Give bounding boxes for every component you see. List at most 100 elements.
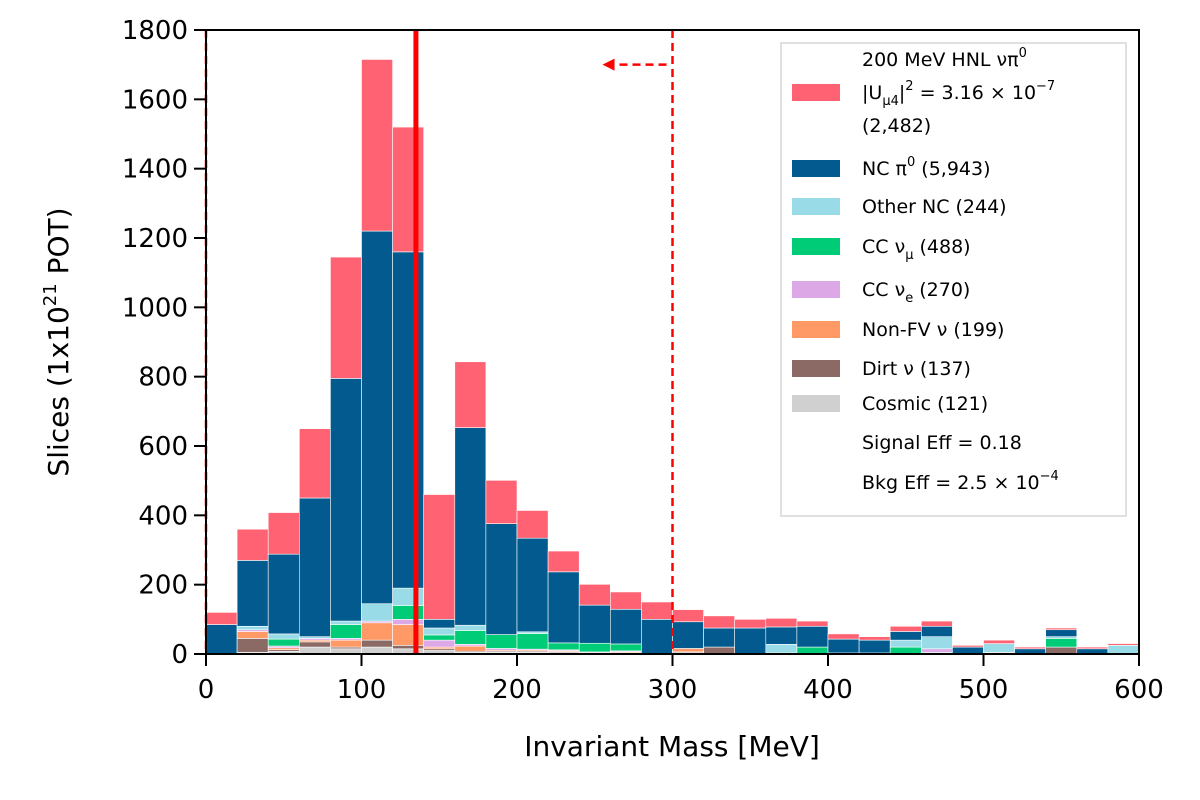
bar-ncpi0-bin-14 [641, 619, 673, 655]
bar-ncpi0-bin-10 [516, 537, 549, 633]
bar-signal-bin-17 [734, 619, 767, 629]
legend-swatch-cce [792, 281, 840, 298]
bar-cosmic-bin-5 [361, 646, 393, 655]
bar-signal-bin-11 [547, 550, 580, 573]
bar-ncpi0-bin-17 [734, 627, 767, 655]
bar-nonfv-bin-5 [361, 622, 393, 641]
bar-signal-bin-27 [1045, 627, 1078, 631]
bar-ncpi0-bin-8 [454, 427, 487, 626]
legend-swatch-cosmic [792, 395, 840, 412]
y-axis-label-end: POT) [42, 207, 75, 283]
bar-dirt-bin-6 [392, 645, 425, 650]
bar-othernc-bin-18 [765, 643, 798, 654]
bar-ncpi0-bin-9 [485, 523, 518, 635]
bar-signal-bin-7 [423, 494, 456, 620]
bar-ccmu-bin-2 [267, 638, 300, 647]
bar-signal-bin-15 [672, 609, 704, 623]
bar-ncpi0-bin-3 [298, 497, 331, 637]
bar-ncpi0-bin-21 [858, 639, 891, 654]
legend-label-signal-1: |Uμ4|2 = 3.16 × 10−7 [862, 79, 1055, 109]
bar-signal-bin-4 [330, 256, 362, 379]
legend-label-dirt-0: Dirt ν (137) [862, 358, 971, 380]
bar-ncpi0-bin-12 [578, 604, 611, 644]
legend-label-othernc-0: Other NC (244) [862, 196, 1007, 218]
y-axis-label-sup: 21 [40, 283, 61, 306]
x-axis-ticks: 0 100 200 300 400 500 600 [198, 654, 1164, 705]
bar-ncpi0-bin-19 [796, 625, 829, 648]
legend-label-ccmu-0: CC νμ (488) [862, 236, 971, 263]
bar-ncpi0-bin-18 [765, 626, 798, 645]
bar-dirt-bin-16 [703, 646, 735, 655]
legend-label-cosmic-0: Cosmic (121) [862, 393, 988, 415]
bar-ncpi0-bin-4 [330, 378, 362, 622]
y-tick-label-200: 200 [138, 571, 188, 601]
selection-arrow [602, 58, 667, 71]
x-axis-label: Invariant Mass [MeV] [524, 730, 820, 763]
bar-cosmic-bin-3 [298, 646, 331, 655]
bar-signal-bin-8 [454, 361, 487, 428]
bar-ncpi0-bin-15 [672, 621, 704, 649]
bar-ncpi0-bin-11 [547, 571, 580, 644]
legend-swatch-ccmu [792, 238, 840, 255]
bar-othernc-bin-5 [361, 603, 393, 622]
bar-signal-bin-19 [796, 620, 829, 627]
legend-swatch-ncpi0 [792, 160, 840, 177]
bar-signal-bin-5 [361, 59, 393, 232]
y-tick-label-1600: 1600 [122, 85, 188, 115]
bar-othernc-bin-22 [889, 639, 922, 648]
bar-cce-bin-6 [392, 619, 425, 625]
x-tick-label-100: 100 [337, 675, 387, 705]
bar-othernc-bin-29 [1107, 645, 1140, 655]
bar-signal-bin-26 [1014, 646, 1046, 650]
bar-signal-bin-21 [858, 636, 891, 641]
bar-signal-bin-29 [1107, 643, 1140, 646]
bar-ccmu-bin-8 [454, 630, 487, 645]
bar-signal-bin-16 [703, 615, 735, 629]
bar-othernc-bin-23 [920, 636, 953, 650]
y-tick-label-1000: 1000 [122, 293, 188, 323]
bar-signal-bin-9 [485, 480, 518, 524]
bar-nonfv-bin-15 [672, 648, 704, 653]
bar-ccmu-bin-12 [578, 642, 611, 653]
y-tick-label-400: 400 [138, 501, 188, 531]
y-tick-label-1800: 1800 [122, 16, 188, 46]
bar-nonfv-bin-6 [392, 624, 425, 646]
y-tick-label-1200: 1200 [122, 224, 188, 254]
bar-nonfv-bin-1 [236, 631, 269, 639]
bar-othernc-bin-8 [454, 624, 487, 631]
bar-othernc-bin-7 [423, 627, 456, 636]
bar-ncpi0-bin-24 [952, 646, 984, 655]
bar-signal-bin-12 [578, 584, 611, 606]
legend-label-ncpi0-0: NC π0 (5,943) [862, 155, 991, 180]
bar-othernc-bin-2 [267, 633, 300, 640]
bar-dirt-bin-3 [298, 641, 331, 648]
bar-dirt-bin-1 [236, 638, 269, 653]
bar-ccmu-bin-6 [392, 605, 425, 620]
legend-label-bkgeff-0: Bkg Eff = 2.5 × 10−4 [862, 469, 1059, 494]
legend-box [780, 42, 1127, 517]
bar-ccmu-bin-4 [330, 624, 362, 639]
bar-ncpi0-bin-7 [423, 619, 456, 629]
legend-swatch-dirt [792, 360, 840, 377]
bar-ncpi0-bin-2 [267, 553, 300, 635]
bar-nonfv-bin-4 [330, 639, 362, 648]
bar-cce-bin-7 [423, 639, 456, 648]
y-tick-label-600: 600 [138, 432, 188, 462]
legend-label-cce-0: CC νe (270) [862, 279, 970, 306]
bar-othernc-bin-6 [392, 587, 425, 606]
y-tick-label-1400: 1400 [122, 155, 188, 185]
bar-ncpi0-bin-6 [392, 251, 425, 589]
y-axis-label-main: Slices (1x10 [42, 306, 75, 476]
bar-ccmu-bin-27 [1045, 638, 1078, 648]
legend-label-signal-2: (2,482) [862, 115, 931, 137]
y-axis-ticks: 0 200 400 600 800 1000 1200 1400 1600 1800 [122, 16, 206, 670]
x-tick-label-500: 500 [959, 675, 1009, 705]
y-tick-label-0: 0 [171, 640, 188, 670]
bar-ccmu-bin-19 [796, 646, 829, 655]
bar-dirt-bin-5 [361, 639, 393, 648]
legend-label-signal-0: 200 MeV HNL νπ0 [862, 46, 1027, 71]
bar-signal-bin-22 [889, 625, 922, 632]
arrow-head [602, 58, 615, 71]
bar-dirt-bin-27 [1045, 646, 1078, 655]
